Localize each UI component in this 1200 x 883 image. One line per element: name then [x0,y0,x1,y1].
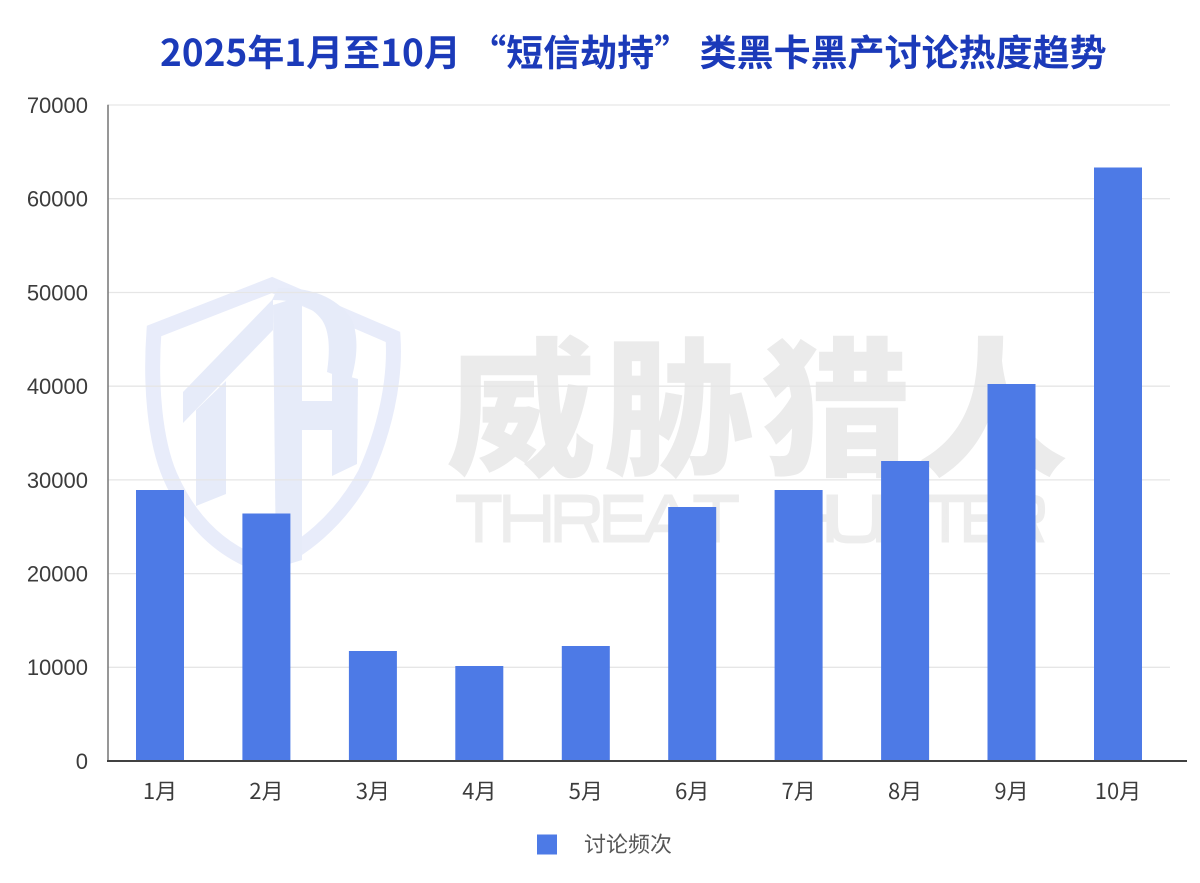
svg-text:20000: 20000 [27,562,88,587]
svg-text:30000: 30000 [27,468,88,493]
svg-text:0: 0 [76,749,88,774]
svg-text:10000: 10000 [27,655,88,680]
svg-text:50000: 50000 [27,280,88,305]
svg-text:70000: 70000 [27,93,88,118]
svg-text:60000: 60000 [27,187,88,212]
svg-text:40000: 40000 [27,374,88,399]
